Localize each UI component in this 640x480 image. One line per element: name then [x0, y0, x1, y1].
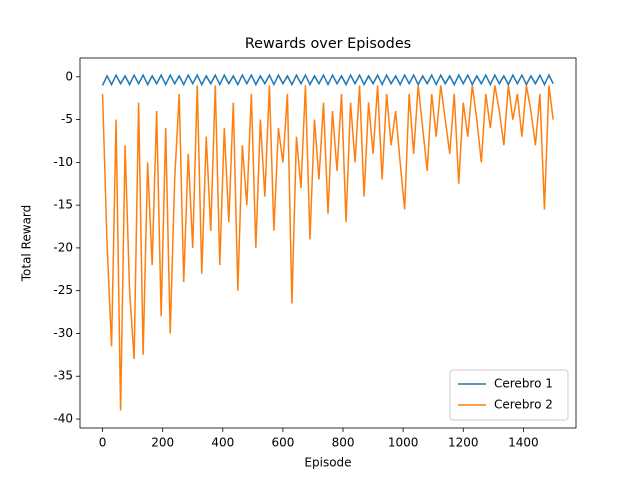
y-tick-label: -35	[53, 369, 73, 383]
x-tick-label: 1000	[388, 436, 419, 450]
legend-box	[449, 369, 569, 421]
legend-label: Cerebro 2	[494, 398, 553, 412]
y-tick-label: -20	[53, 240, 73, 254]
y-tick-label: -5	[61, 112, 73, 126]
y-tick-label: -40	[53, 412, 73, 426]
y-tick-label: 0	[65, 69, 73, 83]
x-tick-label: 800	[332, 436, 355, 450]
y-tick-label: -25	[53, 283, 73, 297]
y-tick-label: -10	[53, 155, 73, 169]
plot-frame	[79, 57, 577, 429]
x-tick-label: 200	[151, 436, 174, 450]
x-axis-label: Episode	[304, 456, 351, 470]
chart-title: Rewards over Episodes	[245, 36, 411, 52]
x-tick-label: 1200	[448, 436, 479, 450]
y-tick-label: -15	[53, 198, 73, 212]
y-axis-label: Total Reward	[20, 205, 34, 283]
legend-label: Cerebro 1	[494, 377, 553, 391]
line-series	[101, 85, 554, 411]
x-tick-label: 0	[99, 436, 107, 450]
x-tick-label: 400	[211, 436, 234, 450]
x-tick-label: 600	[271, 436, 294, 450]
y-tick-label: -30	[53, 326, 73, 340]
x-tick-label: 1400	[508, 436, 539, 450]
line-series	[101, 73, 554, 87]
